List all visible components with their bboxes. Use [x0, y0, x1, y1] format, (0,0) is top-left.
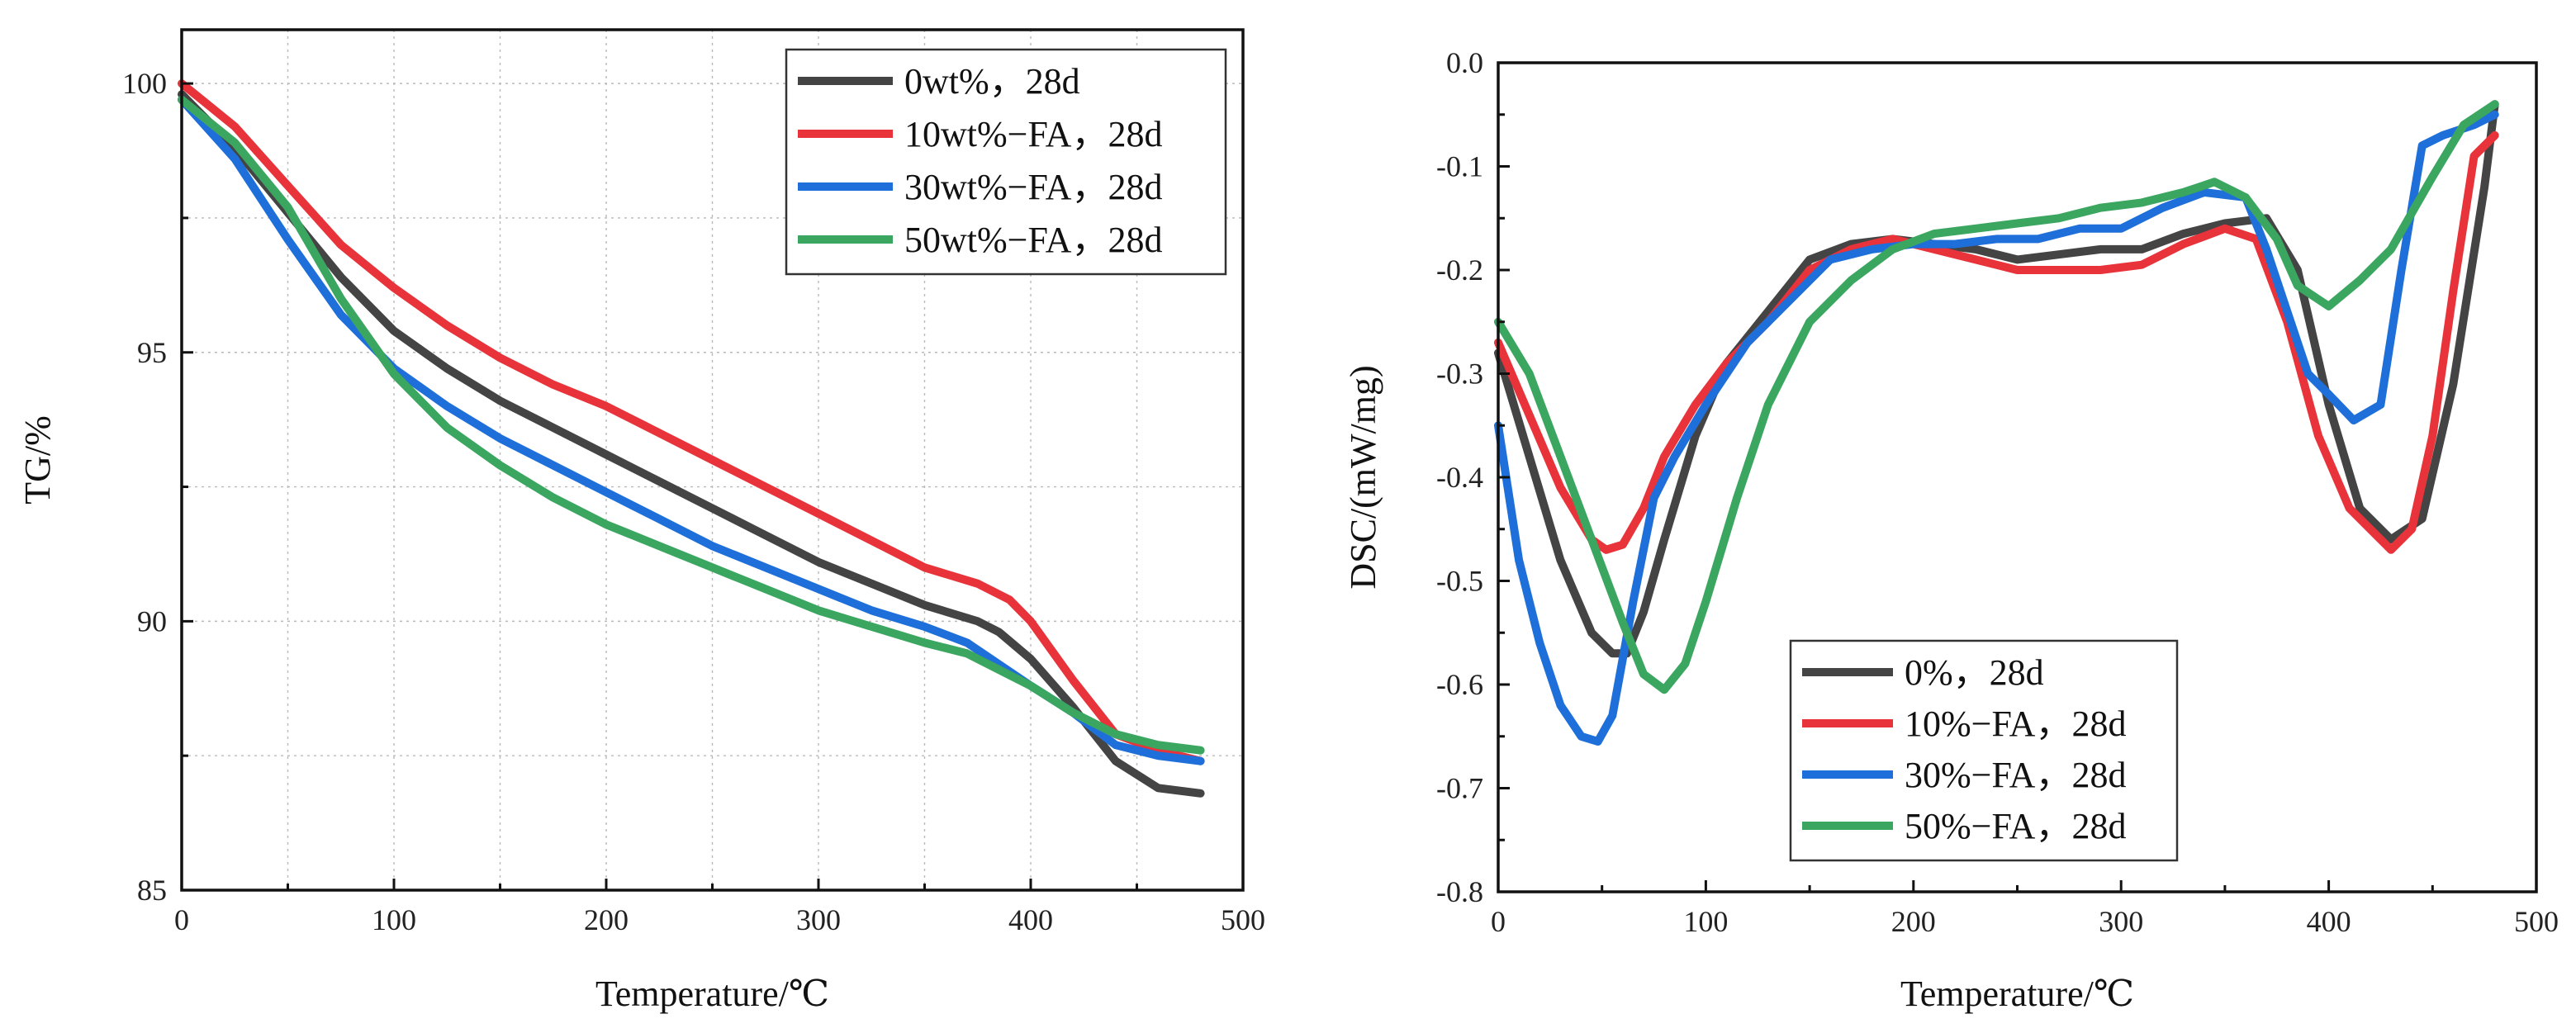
y-tick-label: -0.2 — [1436, 254, 1483, 287]
y-tick-label: -0.3 — [1436, 358, 1483, 391]
y-tick-label: 100 — [122, 67, 167, 100]
legend-label-3: 30wt%−FA，28d — [904, 167, 1162, 207]
x-tick-label: 200 — [1891, 905, 1936, 938]
x-tick-label: 300 — [2099, 905, 2143, 938]
x-axis-title: Temperature/℃ — [595, 974, 829, 1014]
legend-label-1: 0wt%，28d — [904, 61, 1080, 102]
series-line-2 — [1494, 130, 2499, 554]
legend-label-2: 10wt%−FA，28d — [904, 114, 1162, 154]
legend-label-4: 50%−FA，28d — [1905, 806, 2126, 846]
legend-label-2: 10%−FA，28d — [1905, 704, 2126, 744]
y-axis-title: DSC/(mW/mg) — [1343, 365, 1383, 589]
x-tick-label: 400 — [1008, 903, 1053, 936]
series-line-1 — [178, 90, 1205, 798]
y-tick-label: -0.5 — [1436, 565, 1483, 598]
series-line-4 — [178, 95, 1205, 755]
y-tick-label: -0.4 — [1436, 461, 1483, 494]
legend-label-4: 50wt%−FA，28d — [904, 220, 1162, 260]
legend: 0%，28d 10%−FA，28d 30%−FA，28d 50%−FA，28d — [1789, 639, 2179, 862]
y-tick-label: 90 — [137, 604, 167, 637]
y-tick-label: 85 — [137, 874, 167, 907]
x-tick-label: 400 — [2307, 905, 2351, 938]
y-tick-label: -0.8 — [1436, 875, 1483, 908]
x-tick-label: 300 — [796, 903, 841, 936]
dsc-chart: 0 100 200 300 400 500 -0.8 -0.7 -0.6 -0.5 -0.4 -0.3… — [1343, 46, 2559, 1014]
y-tick-label: -0.6 — [1436, 668, 1483, 701]
series-line-3 — [1494, 110, 2499, 746]
x-tick-label: 0 — [1491, 905, 1506, 938]
x-tick-label: 0 — [174, 903, 189, 936]
x-tick-label: 500 — [2514, 905, 2559, 938]
y-tick-label: -0.7 — [1436, 772, 1483, 805]
legend-label-3: 30%−FA，28d — [1905, 755, 2126, 795]
series-line-2 — [178, 79, 1205, 765]
tg-chart: 0 100 200 300 400 500 85 90 95 100 Temperature/℃ TG… — [17, 28, 1265, 1014]
x-axis-title: Temperature/℃ — [1900, 974, 2134, 1014]
legend: 0wt%，28d 10wt%−FA，28d 30wt%−FA，28d 50wt%−FA… — [785, 48, 1227, 276]
x-tick-label: 100 — [372, 903, 416, 936]
legend-label-1: 0%，28d — [1905, 652, 2044, 693]
series-line-4 — [1494, 100, 2499, 694]
y-tick-label: 0.0 — [1446, 46, 1483, 79]
y-tick-label: 95 — [137, 336, 167, 369]
y-axis-title: TG/% — [17, 415, 58, 505]
x-tick-label: 100 — [1683, 905, 1728, 938]
x-tick-label: 500 — [1221, 903, 1265, 936]
y-tick-label: -0.1 — [1436, 150, 1483, 183]
x-tick-label: 200 — [584, 903, 629, 936]
